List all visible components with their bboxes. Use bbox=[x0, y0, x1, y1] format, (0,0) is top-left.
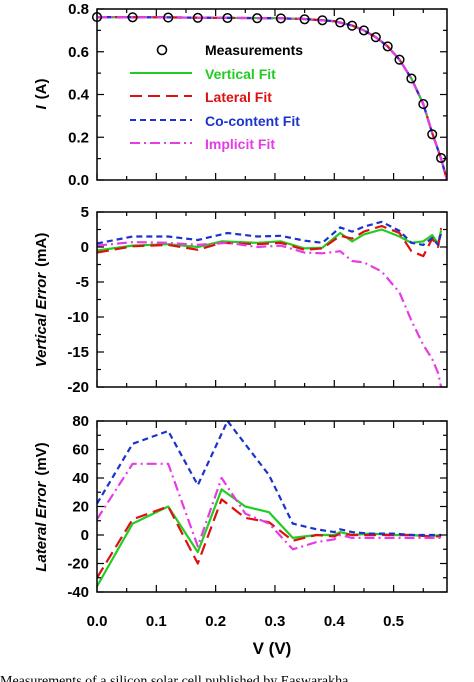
y-tick-label: 5 bbox=[81, 204, 89, 221]
y-tick-label: 20 bbox=[72, 499, 89, 516]
measurement-point bbox=[127, 12, 138, 23]
measurement-point bbox=[163, 12, 174, 23]
panel-iv-curve: 0.0 0.2 0.4 0.6 0.8 I (A) Measurements Vertic… bbox=[33, 1, 448, 189]
y-tick-label: -15 bbox=[67, 344, 89, 361]
measurement-point bbox=[406, 73, 417, 84]
y-tick-label: 0.2 bbox=[68, 129, 89, 146]
measurement-point bbox=[436, 152, 447, 164]
panel-1-y-axis-title-unit: (A) bbox=[33, 79, 50, 100]
measurement-point bbox=[382, 41, 393, 52]
panel-3-y-axis-title-italic: Lateral Error bbox=[33, 480, 50, 571]
measurement-point bbox=[394, 54, 405, 65]
panel-2-y-axis-title-italic: Vertical Error bbox=[33, 272, 50, 368]
legend-measurements-label: Measurements bbox=[205, 42, 303, 58]
y-tick-label: 60 bbox=[72, 442, 89, 459]
y-tick-label: -20 bbox=[67, 556, 89, 573]
y-tick-label: 0.8 bbox=[68, 1, 89, 18]
measurement-point bbox=[317, 15, 328, 26]
y-tick-label: -10 bbox=[67, 309, 89, 326]
panel-lateral-error: -40 -20 0 20 40 60 80 Lateral Error (mV) bbox=[33, 413, 448, 601]
legend-vertical-fit-label: Vertical Fit bbox=[205, 66, 276, 82]
legend-measurements-marker bbox=[156, 44, 168, 56]
legend: Measurements Vertical Fit Lateral Fit Co… bbox=[130, 42, 303, 152]
y-tick-label: -5 bbox=[76, 274, 89, 291]
y-tick-label: 0.0 bbox=[68, 172, 89, 189]
series-vertical-fit-line bbox=[97, 228, 443, 252]
legend-implicit-fit-label: Implicit Fit bbox=[205, 136, 275, 152]
panel-1-y-axis-title-italic: I bbox=[33, 105, 50, 110]
y-tick-label: 0.6 bbox=[68, 44, 89, 61]
panel-3-y-axis-title: Lateral Error (mV) bbox=[33, 442, 50, 571]
measurement-point bbox=[427, 129, 438, 140]
measurement-point bbox=[252, 13, 263, 24]
panel-3-marks bbox=[97, 421, 442, 587]
y-tick-label: 80 bbox=[72, 413, 89, 430]
measurement-point bbox=[275, 13, 286, 24]
x-tick-label: 0.5 bbox=[383, 613, 404, 630]
panel-3-y-axis-title-unit: (mV) bbox=[33, 442, 50, 475]
series-implicit-fit-line bbox=[97, 16, 447, 180]
panel-1-frame bbox=[96, 8, 448, 181]
measurement-point bbox=[370, 32, 381, 43]
x-tick-label: 0.3 bbox=[265, 613, 286, 630]
series-co-content-fit-line bbox=[97, 220, 443, 246]
panel-3-ticks: -40 -20 0 20 40 60 80 bbox=[67, 413, 447, 601]
series-implicit-fit-line bbox=[97, 462, 442, 551]
y-tick-label: 0 bbox=[81, 239, 89, 256]
measurement-point bbox=[358, 25, 369, 36]
x-tick-labels: 0.0 0.1 0.2 0.3 0.4 0.5 bbox=[87, 613, 404, 630]
figure-caption: Measurements of a silicon solar cell pub… bbox=[0, 674, 349, 682]
measurement-point bbox=[335, 17, 346, 28]
y-tick-label: 0.4 bbox=[68, 87, 90, 104]
panel-2-y-axis-title-unit: (mA) bbox=[33, 233, 50, 267]
series-lateral-fit-line bbox=[97, 498, 442, 579]
panel-1-ticks: 0.0 0.2 0.4 0.6 0.8 bbox=[68, 1, 447, 189]
panel-2-marks bbox=[97, 220, 443, 387]
y-tick-label: 40 bbox=[72, 470, 89, 487]
x-tick-label: 0.0 bbox=[87, 613, 108, 630]
panel-1-marks bbox=[97, 16, 447, 180]
legend-lateral-fit-label: Lateral Fit bbox=[205, 89, 272, 105]
x-tick-label: 0.2 bbox=[205, 613, 226, 630]
x-axis-title: V (V) bbox=[253, 639, 292, 658]
panel-2-ticks: -20 -15 -10 -5 0 5 bbox=[67, 204, 447, 396]
panel-vertical-error: -20 -15 -10 -5 0 5 Vertical Error (mA) bbox=[33, 204, 448, 396]
series-implicit-fit-line bbox=[97, 241, 443, 387]
x-tick-label: 0.1 bbox=[146, 613, 167, 630]
legend-cocontent-fit-label: Co-content Fit bbox=[205, 113, 300, 129]
y-tick-label: 0 bbox=[81, 527, 89, 544]
y-tick-label: -20 bbox=[67, 379, 89, 396]
series-lateral-fit-line bbox=[97, 224, 443, 258]
measurement-point bbox=[91, 12, 103, 23]
x-tick-label: 0.4 bbox=[324, 613, 346, 630]
panel-2-y-axis-title: Vertical Error (mA) bbox=[33, 233, 50, 368]
panel-3-frame bbox=[96, 420, 448, 593]
measurement-point bbox=[222, 12, 233, 24]
measurement-point bbox=[347, 20, 358, 31]
measurement-point bbox=[299, 14, 310, 25]
measurement-point bbox=[418, 99, 429, 110]
measurement-point bbox=[192, 12, 203, 23]
y-tick-label: -40 bbox=[67, 584, 89, 601]
panel-1-y-axis-title: I (A) bbox=[33, 79, 50, 110]
panel-2-frame bbox=[96, 211, 448, 388]
series-co-content-fit-line bbox=[97, 421, 442, 537]
